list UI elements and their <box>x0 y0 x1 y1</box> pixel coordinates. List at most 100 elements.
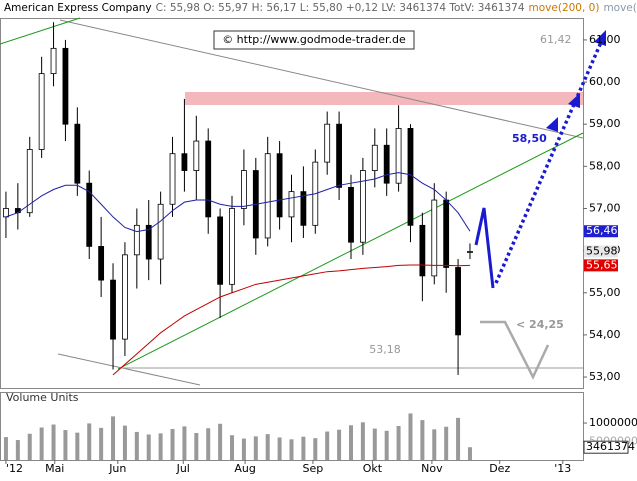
candle-body <box>50 47 57 75</box>
volume-bar <box>360 422 365 460</box>
volume-bar <box>99 427 104 460</box>
forecast-blue <box>474 207 495 289</box>
x-tick-label: '13 <box>554 462 571 475</box>
volume-bar <box>348 425 353 460</box>
x-tick-label: Nov <box>421 462 443 475</box>
candle-body <box>348 187 354 243</box>
price-panel <box>0 18 584 389</box>
candle-body <box>431 199 438 277</box>
volume-last-label: 3461374 <box>586 440 635 453</box>
candle-body <box>276 153 283 218</box>
candle-body <box>383 144 390 184</box>
volume-bar <box>432 429 437 460</box>
x-tick-label: Dez <box>489 462 510 475</box>
forecast-grey <box>480 320 550 380</box>
value-box-label: 55,65 <box>586 258 618 271</box>
candle-body <box>324 123 331 163</box>
candle-body <box>467 251 473 253</box>
volume-bar <box>111 416 116 460</box>
trendline-green-top <box>0 17 81 45</box>
volume-bar <box>467 447 472 460</box>
y-tick-label: 53,00 <box>589 370 621 383</box>
y-tick-label: 54,00 <box>589 328 621 341</box>
candle-body <box>407 128 414 226</box>
volume-bar <box>51 424 56 460</box>
copyright-box <box>213 30 415 50</box>
y-tick-label: 55,00 <box>589 286 621 299</box>
y-tick-label: 57,00 <box>589 201 621 214</box>
candle-body <box>455 267 461 336</box>
volume-last-box <box>583 440 629 454</box>
arrow-head <box>546 117 558 132</box>
trendline-lower <box>57 353 201 386</box>
quote: C: 55,98 O: 55,97 H: 56,17 L: 55,80 +0,1… <box>156 2 525 14</box>
candle-body <box>443 199 450 268</box>
value-box <box>584 225 618 238</box>
value-box-label: 55,98 <box>586 244 618 257</box>
forecast-dotted <box>494 39 604 284</box>
candle-body <box>229 208 235 285</box>
candle-body <box>359 170 366 243</box>
volume-bar <box>146 434 151 460</box>
candle-body <box>288 191 295 218</box>
volume-bar <box>313 438 318 460</box>
candle-body <box>98 246 105 281</box>
volume-panel <box>0 392 584 461</box>
candle-body <box>205 140 212 218</box>
y-tick-label: 59,00 <box>589 117 621 130</box>
candle-body <box>38 73 45 150</box>
volume-bar <box>230 435 235 460</box>
value-box-label: 56,46 <box>586 224 618 237</box>
target-annotation: 58,50 <box>512 132 547 145</box>
volume-bar <box>182 426 187 460</box>
volume-bar <box>396 426 401 460</box>
volume-bar <box>75 432 80 460</box>
volume-bar <box>289 439 294 460</box>
volume-bar <box>253 436 258 460</box>
volume-bar <box>444 426 449 460</box>
trendline-upper <box>59 19 584 139</box>
volume-bar <box>39 427 44 460</box>
y-tick-label: 58,00 <box>589 159 621 172</box>
candle-body <box>122 254 128 340</box>
volume-bar <box>265 434 270 460</box>
volume-bar <box>87 423 92 460</box>
low-annotation: 53,18 <box>369 343 401 356</box>
volume-title: Volume Units <box>6 391 79 404</box>
volume-bar <box>325 431 330 460</box>
candle-body <box>62 47 69 125</box>
header: American Express Company C: 55,98 O: 55,9… <box>4 2 637 14</box>
candle-body <box>157 203 164 260</box>
volume-bar <box>27 433 32 460</box>
volume-bar <box>456 417 461 460</box>
y-tick-label: 61,00 <box>589 33 621 46</box>
value-box <box>584 259 618 272</box>
candle-body <box>74 123 81 184</box>
x-tick-label: '12 <box>6 462 23 475</box>
y-tick-label: 60,00 <box>589 75 621 88</box>
high-annotation: 61,42 <box>540 33 572 46</box>
candle-body <box>264 153 271 239</box>
candle-body <box>300 191 307 226</box>
volume-tick-label: 10000000 <box>589 416 637 429</box>
volume-bar <box>408 413 413 460</box>
candle-body <box>181 153 188 171</box>
volume-bar <box>277 437 282 460</box>
x-tick-label: Aug <box>234 462 255 475</box>
ma50-label: move(50, 0) <box>603 2 637 14</box>
volume-bar <box>301 436 306 460</box>
x-tick-label: Okt <box>363 462 383 475</box>
volume-bar <box>372 428 377 460</box>
pattern-annotation: < 24,25 <box>516 318 564 331</box>
candle-body <box>3 208 9 218</box>
candle-body <box>193 140 200 171</box>
arrow-head <box>594 30 606 46</box>
volume-bar <box>206 428 211 460</box>
volume-bar <box>15 440 20 460</box>
copyright: © http://www.godmode-trader.de <box>222 33 406 46</box>
candle-body <box>110 279 116 340</box>
resistance-zone <box>185 92 583 105</box>
volume-bar <box>122 425 127 460</box>
